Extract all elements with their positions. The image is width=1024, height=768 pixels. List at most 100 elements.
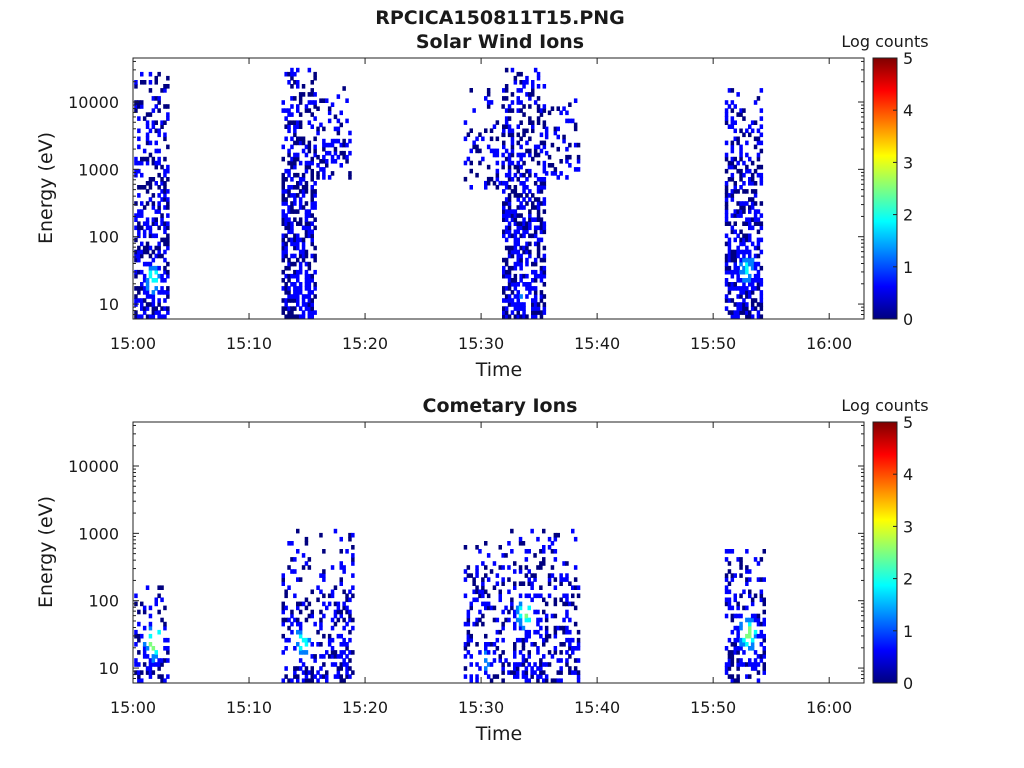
heatmap-cell <box>724 193 729 198</box>
heatmap-cell <box>748 233 752 239</box>
heatmap-cell <box>748 253 752 259</box>
heatmap-cell <box>325 150 329 156</box>
heatmap-cell <box>163 189 167 194</box>
heatmap-cell <box>745 245 749 251</box>
heatmap-cell <box>304 189 309 194</box>
heatmap-cell <box>322 654 326 659</box>
heatmap-cell <box>484 666 488 671</box>
heatmap-cell <box>157 273 161 279</box>
heatmap-cell <box>762 646 766 651</box>
heatmap-cell <box>472 577 476 582</box>
heatmap-cell <box>518 617 523 623</box>
heatmap-cell <box>553 613 558 619</box>
heatmap-cell <box>166 261 170 267</box>
heatmap-cell <box>137 269 141 275</box>
x-tick-label: 15:30 <box>458 698 504 717</box>
heatmap-cell <box>756 314 761 319</box>
heatmap-cell <box>290 205 294 210</box>
heatmap-cell <box>531 314 535 319</box>
heatmap-cell <box>727 310 732 315</box>
heatmap-cell <box>539 217 544 222</box>
heatmap-cell <box>750 189 755 194</box>
heatmap-cell <box>736 189 740 194</box>
heatmap-cell <box>281 172 285 178</box>
heatmap-cell <box>536 666 540 671</box>
heatmap-cell <box>298 601 303 607</box>
heatmap-cell <box>530 597 534 603</box>
heatmap-cell <box>753 217 758 222</box>
heatmap-cell <box>739 557 743 562</box>
heatmap-cell <box>307 144 312 150</box>
heatmap-cell <box>568 642 572 647</box>
heatmap-cell <box>576 629 581 635</box>
heatmap-cell <box>565 597 569 603</box>
heatmap-cell <box>753 278 758 283</box>
heatmap-cell <box>293 253 297 259</box>
heatmap-cell <box>339 536 343 542</box>
heatmap-cell <box>290 136 294 142</box>
heatmap-cell <box>501 160 505 166</box>
heatmap-cell <box>745 569 749 574</box>
heatmap-cell <box>484 589 488 595</box>
heatmap-cell <box>756 577 761 582</box>
heatmap-cell <box>510 136 515 142</box>
heatmap-cell <box>322 674 326 679</box>
heatmap-cell <box>559 573 563 578</box>
heatmap-cell <box>495 646 500 651</box>
heatmap-cell <box>166 225 170 231</box>
heatmap-cell <box>142 605 147 611</box>
heatmap-cell <box>727 237 732 243</box>
heatmap-cell <box>313 92 317 97</box>
heatmap-cell <box>481 621 485 627</box>
heatmap-cell <box>298 197 303 202</box>
heatmap-cell <box>284 302 288 307</box>
heatmap-cell <box>762 654 766 659</box>
heatmap-cell <box>301 310 306 315</box>
heatmap-cell <box>727 561 732 566</box>
heatmap-cell <box>336 654 341 659</box>
heatmap-cell <box>550 142 555 148</box>
heatmap-cell <box>298 621 303 627</box>
heatmap-cell <box>281 278 285 283</box>
heatmap-cell <box>310 678 314 683</box>
heatmap-cell <box>539 177 544 182</box>
heatmap-cell <box>319 642 323 647</box>
heatmap-cell <box>748 629 752 635</box>
heatmap-cell <box>287 108 291 113</box>
heatmap-cell <box>527 577 531 582</box>
heatmap-cell <box>724 205 729 210</box>
heatmap-cell <box>507 286 512 291</box>
heatmap-cell <box>345 98 349 103</box>
heatmap-cell <box>742 172 746 178</box>
heatmap-cell <box>513 662 517 667</box>
heatmap-cell <box>544 150 549 156</box>
heatmap-cell <box>528 136 532 142</box>
heatmap-cell <box>142 286 147 291</box>
heatmap-cell <box>533 273 538 279</box>
heatmap-cell <box>559 678 563 683</box>
heatmap-cell <box>281 257 285 263</box>
heatmap-cell <box>531 156 535 162</box>
heatmap-cell <box>515 637 520 643</box>
heatmap-cell <box>539 674 543 679</box>
heatmap-cell <box>571 601 575 607</box>
heatmap-cell <box>736 314 740 319</box>
heatmap-cell <box>313 257 317 263</box>
heatmap-cell <box>542 637 546 643</box>
heatmap-cell <box>166 112 170 117</box>
heatmap-cell <box>536 209 541 214</box>
heatmap-cell <box>576 642 581 647</box>
y-tick-label: 10 <box>99 659 119 678</box>
heatmap-cell <box>301 678 306 683</box>
heatmap-cell <box>469 185 473 190</box>
heatmap-cell <box>504 108 509 113</box>
heatmap-cell <box>528 249 532 255</box>
heatmap-cell <box>530 573 534 578</box>
heatmap-cell <box>516 261 520 267</box>
heatmap-cell <box>498 654 502 659</box>
heatmap-cell <box>137 160 141 166</box>
heatmap-cell <box>151 658 156 663</box>
heatmap-cell <box>753 650 758 655</box>
heatmap-cell <box>160 658 164 663</box>
heatmap-cell <box>756 245 761 251</box>
